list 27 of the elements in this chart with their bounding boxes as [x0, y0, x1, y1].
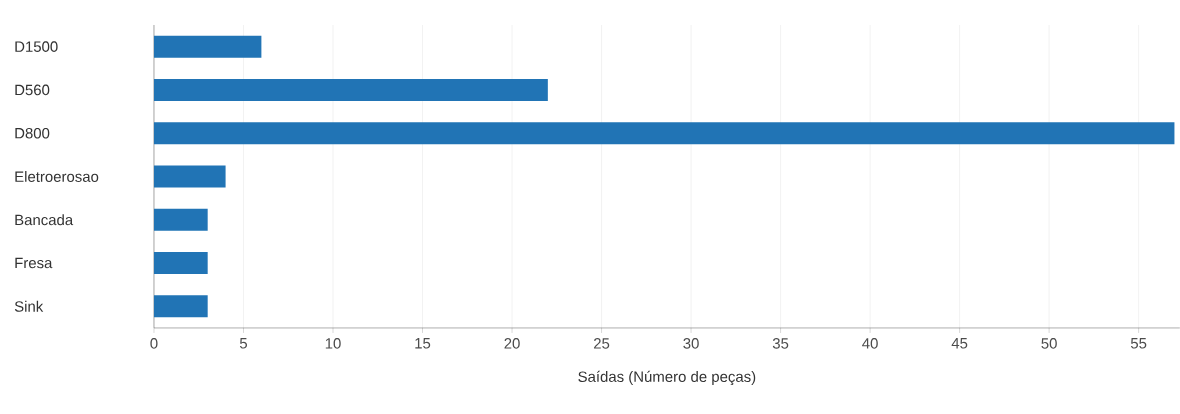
x-tick-label: 50	[1041, 338, 1057, 349]
y-tick-label: Sink	[14, 300, 44, 312]
x-tick-label: 55	[1130, 338, 1147, 349]
y-tick-label: D560	[15, 84, 50, 96]
x-tick-label: 25	[593, 338, 610, 349]
x-tick-label: 5	[239, 338, 248, 349]
bar	[153, 165, 226, 188]
y-tick-label: D1500	[15, 41, 58, 52]
x-tick-label: 30	[683, 338, 699, 349]
x-tick-label: 20	[504, 338, 520, 349]
y-tick-label: D800	[15, 127, 50, 139]
x-tick-label: 10	[325, 338, 341, 349]
bar	[153, 208, 208, 231]
y-tick-label: Fresa	[15, 257, 53, 269]
x-tick-label: 0	[150, 338, 158, 349]
x-tick-label: 40	[862, 338, 878, 349]
bar	[153, 295, 208, 318]
x-tick-label: 45	[951, 338, 968, 349]
x-axis-title: Saídas (Número de peças)	[578, 370, 756, 386]
bar	[153, 122, 1175, 145]
y-tick-label: Bancada	[15, 214, 74, 226]
x-tick-label: 15	[415, 338, 431, 349]
bar	[153, 252, 208, 275]
x-tick-label: 35	[772, 338, 789, 349]
bar	[153, 78, 548, 101]
bar	[153, 35, 262, 58]
y-tick-label: Eletroerosao	[15, 171, 99, 182]
